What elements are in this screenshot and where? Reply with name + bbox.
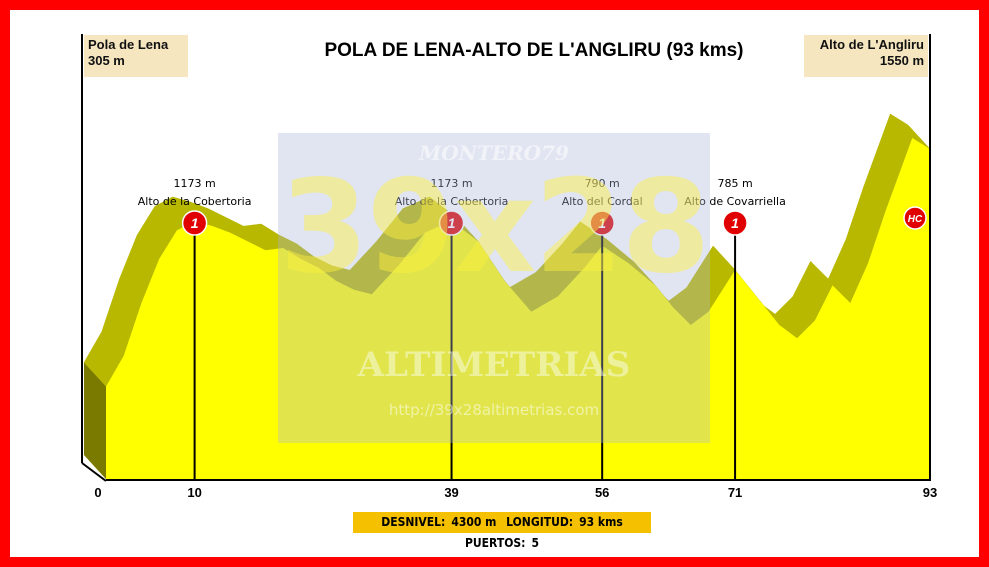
start-axis-foot <box>81 462 107 482</box>
climb-name: Alto del Cordal <box>562 195 643 208</box>
finish-elevation: 1550 m <box>879 53 924 68</box>
climb-category-label: 1 <box>191 215 199 231</box>
stats-bar: DESNIVEL: 4300 m LONGITUD: 93 kms PUERTOS:… <box>353 512 651 550</box>
watermark-logo: 39x28 <box>279 153 711 302</box>
climb-category-marker <box>722 210 748 236</box>
start-label-box: Pola de Lena 305 m <box>84 35 188 77</box>
x-tick-label: 39 <box>444 485 458 500</box>
climb-category-marker <box>438 210 465 236</box>
finish-label-box: Alto de L'Angliru 1550 m <box>804 35 928 77</box>
x-tick-label: 56 <box>595 485 609 500</box>
start-elevation: 305 m <box>88 53 125 68</box>
x-tick-label: 71 <box>728 485 742 500</box>
climb-category-label: 1 <box>731 215 739 231</box>
watermark-url: http://39x28altimetrias.com <box>388 401 600 419</box>
climb-elevation: 1173 m <box>430 177 472 190</box>
climb-category-marker <box>903 206 927 230</box>
finish-name: Alto de L'Angliru <box>819 37 924 52</box>
climb-name: Alto de Covarriella <box>684 195 786 208</box>
desnivel-label: DESNIVEL: <box>381 515 446 529</box>
climb-category-label: 1 <box>598 215 606 231</box>
longitud-value: 93 kms <box>579 515 623 529</box>
axes-layer <box>81 34 931 482</box>
climb-category-label: HC <box>908 214 923 225</box>
profile-left-wall <box>84 362 106 479</box>
x-tick-label: 93 <box>923 485 937 500</box>
watermark: MONTERO79 39x28 ALTIMETRIAS http://39x28… <box>278 133 710 443</box>
desnivel-value: 4300 m <box>451 515 497 529</box>
profile-face-layer <box>106 138 930 479</box>
climb-category-marker <box>589 210 615 236</box>
profile-face <box>106 138 930 479</box>
chart-title: POLA DE LENA-ALTO DE L'ANGLIRU (93 kms) <box>324 40 744 61</box>
climb-category-label: 1 <box>448 215 456 231</box>
watermark-subtitle: ALTIMETRIAS <box>357 345 631 385</box>
puertos-label: PUERTOS: <box>465 536 526 550</box>
x-tick-label: 10 <box>187 485 201 500</box>
climb-elevation: 1173 m <box>173 177 215 190</box>
watermark-author: MONTERO79 <box>419 141 569 165</box>
x-tick-label: 0 <box>94 485 101 500</box>
climb-elevation: 785 m <box>717 177 752 190</box>
start-name: Pola de Lena <box>88 37 169 52</box>
profile-frame: 1 1173 m Alto de la Cobertoria 1 1173 m Alto … <box>10 10 979 557</box>
climb-category-marker <box>181 210 208 236</box>
elevation-profile-chart: 1 1173 m Alto de la Cobertoria 1 1173 m Alto … <box>81 34 937 500</box>
climb-name: Alto de la Cobertoria <box>395 195 509 208</box>
longitud-label: LONGITUD: <box>506 515 574 529</box>
climb-elevation: 790 m <box>585 177 620 190</box>
puertos-value: 5 <box>531 536 539 550</box>
climbs-layer: 1 1173 m Alto de la Cobertoria 1 1173 m Alto … <box>138 177 927 479</box>
climb-name: Alto de la Cobertoria <box>138 195 252 208</box>
ticks-layer: 0 10 39 56 71 93 <box>94 485 937 500</box>
